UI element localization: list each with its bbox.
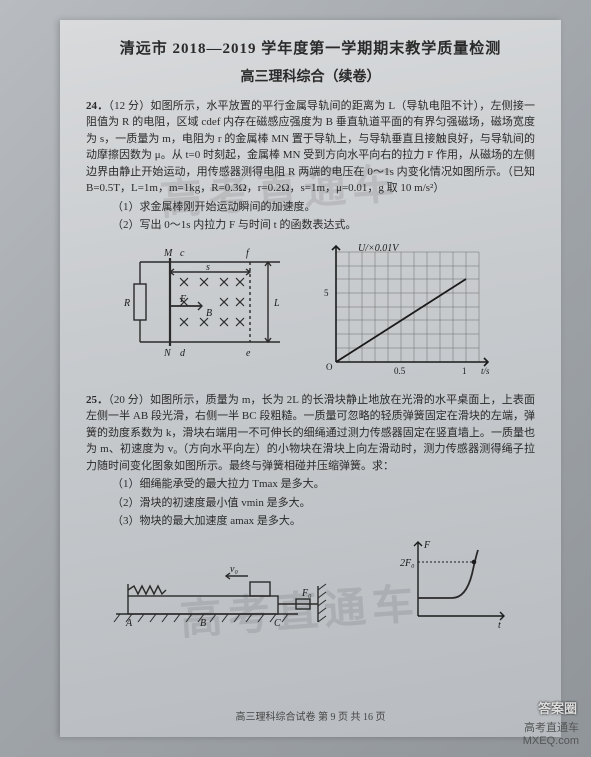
q24-points: （12 分） (108, 100, 150, 112)
q25-number: 25． (86, 394, 108, 406)
label-N: N (163, 348, 172, 359)
label-M: M (163, 248, 173, 259)
circuit-diagram: M N c f d e R F B s L (110, 242, 290, 362)
q25-figures: A B C v₀ F₀ F t 2F₀ (110, 538, 535, 628)
xlabel: t/s (481, 366, 490, 376)
ylabel: U/×0.01V (358, 243, 400, 254)
question-25: 25．（20 分）如图所示，质量为 m，长为 2L 的长滑块静止地放在光滑的水平… (86, 392, 535, 530)
xtick-O: O (326, 362, 333, 372)
q24-sub2: （2）写出 0～1s 内拉力 F 与时间 t 的函数表达式。 (86, 217, 535, 234)
label-v0: v₀ (230, 564, 238, 575)
label-B: B (206, 308, 212, 319)
q25-body: 如图所示，质量为 m，长为 2L 的长滑块静止地放在光滑的水平桌面上，上表面左侧… (86, 394, 535, 472)
site-url: MXEQ.com (523, 735, 579, 747)
question-24: 24．（12 分）如图所示，水平放置的平行金属导轨间的距离为 L（导轨电阻不计）… (86, 98, 535, 234)
q25-points: （20 分） (108, 394, 150, 406)
q25-sub3: （3）物块的最大加速度 amax 是多大。 (86, 513, 535, 530)
force-graph: F t 2F₀ (400, 538, 510, 628)
label-C: C (274, 618, 281, 628)
block-diagram: A B C v₀ F₀ (110, 556, 340, 628)
q25-sub2: （2）滑块的初速度最小值 vmin 是多大。 (86, 495, 535, 512)
ytick-5: 5 (324, 288, 329, 298)
xtick-1: 1 (462, 366, 467, 376)
q24-number: 24． (86, 100, 108, 112)
label-R: R (123, 298, 130, 309)
fig4-xlabel: t (498, 620, 501, 628)
label-c: c (180, 248, 185, 259)
page-title-2: 高三理科综合（续卷） (86, 67, 535, 88)
q24-figures: M N c f d e R F B s L (110, 242, 535, 382)
fig4-ylabel: F (423, 540, 431, 551)
q24-sub1: （1）求金属棒刚开始运动瞬间的加速度。 (86, 199, 535, 216)
label-f: f (246, 248, 250, 259)
q25-sub1: （1）细绳能承受的最大拉力 Tmax 是多大。 (86, 476, 535, 493)
xtick-05: 0.5 (394, 366, 406, 376)
label-d: d (180, 348, 186, 359)
label-F0: F₀ (301, 588, 312, 599)
label-s: s (206, 262, 210, 273)
brand-bottom: 高考直通车 (524, 719, 579, 735)
stamp-label: 答案圈 (538, 698, 577, 717)
label-e: e (246, 348, 251, 359)
label-A: A (125, 618, 133, 628)
exam-page: 清远市 2018—2019 学年度第一学期期末教学质量检测 高三理科综合（续卷）… (60, 20, 561, 737)
label-F: F (179, 294, 187, 305)
page-footer: 高三理科综合试卷 第 9 页 共 16 页 (60, 710, 561, 725)
fig4-2F0: 2F₀ (400, 558, 415, 569)
page-title-1: 清远市 2018—2019 学年度第一学期期末教学质量检测 (86, 38, 535, 61)
label-L: L (273, 298, 280, 309)
q24-body: 如图所示，水平放置的平行金属导轨间的距离为 L（导轨电阻不计），左侧接一阻值为 … (86, 100, 535, 195)
label-B: B (200, 618, 206, 628)
voltage-graph: O 0.5 1 5 t/s U/×0.01V (308, 242, 498, 382)
